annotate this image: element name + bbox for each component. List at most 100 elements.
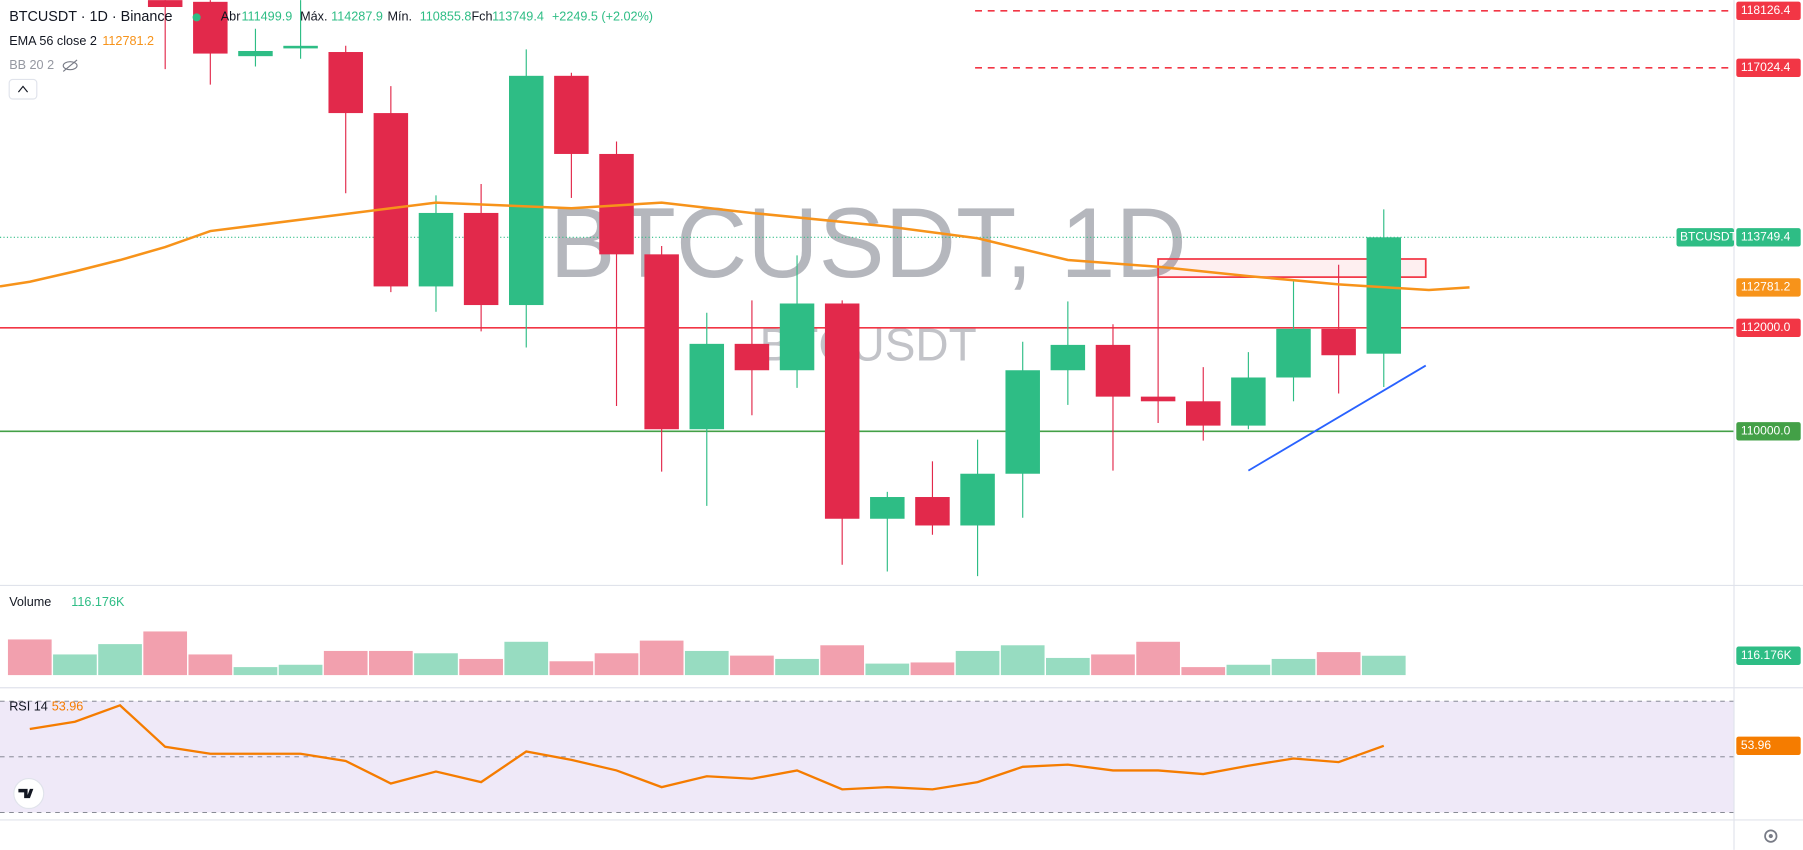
level-label: 117024.4 (1741, 60, 1791, 74)
volume-bar (1271, 658, 1316, 676)
volume-bar (1181, 667, 1226, 676)
volume-bar (459, 658, 503, 676)
ohlc-label: Mín. (388, 10, 413, 24)
ohlc-label: Fch (471, 10, 492, 24)
collapse-button[interactable] (8, 78, 38, 100)
candle-body (328, 52, 363, 114)
candle-body (1231, 377, 1266, 426)
volume-bar (1361, 655, 1406, 676)
ema-value: 112781.2 (102, 34, 154, 48)
volume-bar (98, 644, 142, 676)
volume-bar (955, 650, 1000, 676)
price-change: +2249.5 (+2.02%) (552, 10, 653, 24)
settings-icon[interactable] (1764, 829, 1778, 843)
volume-bar (865, 663, 910, 676)
candle-body (1276, 328, 1311, 378)
ohlc-value: 110855.8 (420, 10, 472, 24)
trendline (1247, 364, 1427, 472)
symbol-title: BTCUSDT · 1D · Binance (9, 9, 172, 25)
candle-body (870, 497, 905, 519)
candle-body (463, 212, 499, 306)
candle-body (734, 343, 770, 371)
volume-bar (1136, 641, 1180, 676)
ema-legend[interactable]: EMA 56 close 2 (9, 34, 97, 48)
candle-body (509, 75, 544, 306)
candle-body (1140, 396, 1176, 402)
volume-bar (684, 650, 729, 676)
candle-body (554, 75, 589, 154)
volume-bar (53, 654, 97, 676)
candle-body (689, 343, 725, 430)
ohlc-label: Máx. (300, 10, 327, 24)
market-status (192, 13, 201, 22)
hide-icon[interactable] (62, 59, 78, 72)
level-label: 112000.0 (1741, 320, 1791, 334)
last-price-label-bg (1736, 228, 1801, 247)
rsi-legend[interactable]: RSI 14 (9, 700, 48, 714)
volume-bar (7, 639, 52, 676)
volume-legend[interactable]: Volume (9, 595, 51, 609)
volume-bar (188, 654, 233, 676)
volume-bar (1226, 664, 1271, 676)
volume-bar (549, 661, 594, 676)
candle-body (147, 0, 183, 8)
last-price-label: 113749.4 (1741, 229, 1791, 243)
volume-bar (143, 631, 188, 676)
volume-bar (820, 645, 865, 676)
candle-body (1050, 344, 1086, 371)
bb-legend[interactable]: BB 20 2 (9, 58, 54, 72)
volume-bar (594, 653, 639, 676)
candle-body (915, 497, 950, 526)
candle-body (193, 1, 228, 54)
legend: BTCUSDT · 1D · Binance Abr 111499.9 Máx.… (8, 9, 1778, 843)
volume-last-label-bg (1736, 646, 1801, 665)
candle-body (283, 45, 318, 49)
last-price-symbol: BTCUSDT (1680, 229, 1738, 243)
candle-body (1321, 328, 1356, 356)
volume-bar (910, 662, 955, 676)
candle-body (960, 473, 995, 526)
rsi-value: 53.96 (52, 700, 84, 714)
lower-panes (0, 631, 1735, 813)
level-label: 118126.4 (1741, 3, 1791, 17)
volume-bar (278, 664, 323, 676)
volume-bar (1000, 645, 1045, 676)
volume-bar (775, 658, 819, 676)
level-label-bg (1736, 1, 1801, 21)
volume-bar (1091, 654, 1135, 676)
volume-bar (414, 653, 458, 676)
candle-body (418, 212, 454, 287)
volume-bar (639, 640, 684, 676)
candle-body (1185, 401, 1221, 426)
candle-body (824, 303, 860, 519)
ema-label-bg (1736, 278, 1801, 297)
level-label-bg (1736, 318, 1801, 338)
ohlc-value: 113749.4 (492, 10, 544, 24)
volume-bar (730, 655, 774, 676)
candle-body (238, 50, 273, 57)
ohlc-value: 114287.9 (331, 10, 383, 24)
ema-label: 112781.2 (1741, 280, 1791, 294)
volume-bar (233, 667, 278, 676)
candle-body (1095, 344, 1131, 397)
ohlc-value: 111499.9 (241, 10, 292, 24)
logo[interactable] (13, 778, 45, 810)
level-label: 110000.0 (1741, 423, 1791, 437)
candle-body (779, 303, 815, 371)
rsi-last-label: 53.96 (1741, 738, 1771, 752)
level-label-bg (1736, 58, 1801, 78)
ohlc-label: Abr (221, 10, 241, 24)
ema-line (0, 201, 1470, 292)
candle-body (1366, 237, 1402, 354)
volume-last-label: 116.176K (1741, 648, 1792, 662)
level-label-bg (1736, 422, 1801, 441)
last-price-symbol-bg (1676, 228, 1735, 247)
volume-bar (1316, 652, 1361, 676)
volume-bar (323, 650, 368, 676)
volume-bar (1045, 657, 1090, 676)
volume-value: 116.176K (71, 595, 125, 609)
